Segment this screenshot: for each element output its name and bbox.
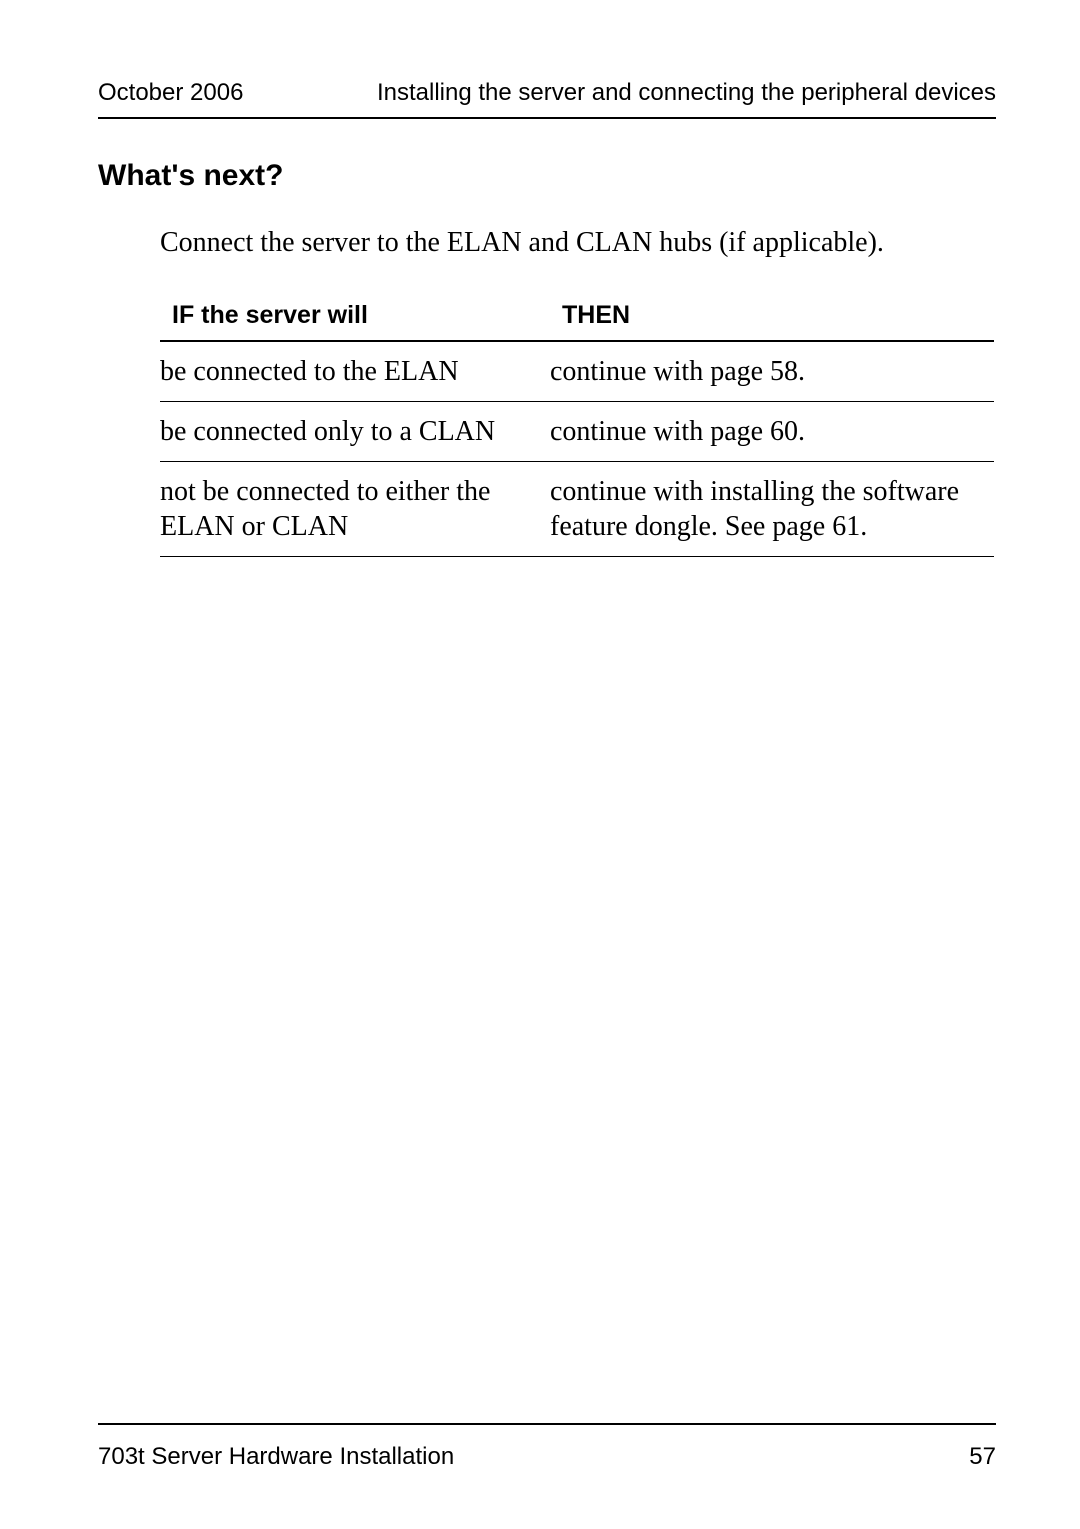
table-row: be connected to the ELAN continue with p… [160,341,994,402]
page-header: October 2006 Installing the server and c… [98,79,996,119]
cell-then: continue with page 60. [550,402,994,462]
table-header-then: THEN [550,291,994,341]
footer-doc-title: 703t Server Hardware Installation [98,1443,454,1471]
cell-if: not be connected to either the ELAN or C… [160,462,550,557]
table-row: not be connected to either the ELAN or C… [160,462,994,557]
section-intro: Connect the server to the ELAN and CLAN … [160,227,996,259]
cell-then: continue with installing the software fe… [550,462,994,557]
cell-if: be connected to the ELAN [160,341,550,402]
table-row: be connected only to a CLAN continue wit… [160,402,994,462]
header-date: October 2006 [98,79,243,107]
decision-table: IF the server will THEN be connected to … [160,291,994,557]
cell-if: be connected only to a CLAN [160,402,550,462]
page-footer: 703t Server Hardware Installation 57 [98,1423,996,1471]
section-title: What's next? [98,159,996,193]
cell-then: continue with page 58. [550,341,994,402]
footer-page-number: 57 [969,1443,996,1471]
header-chapter-title: Installing the server and connecting the… [377,79,996,107]
table-header-if: IF the server will [160,291,550,341]
